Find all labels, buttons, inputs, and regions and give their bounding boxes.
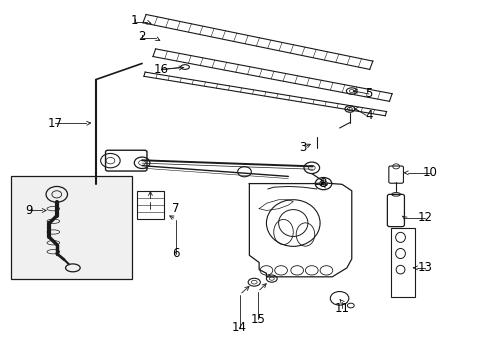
Text: 14: 14 [232, 321, 246, 334]
Bar [390, 228, 414, 297]
Text: 1: 1 [131, 14, 138, 27]
Text: 3: 3 [299, 141, 306, 154]
Text: 10: 10 [422, 166, 436, 179]
Text: 8: 8 [318, 177, 325, 190]
Text: 9: 9 [25, 204, 33, 217]
Text: 5: 5 [365, 87, 372, 100]
Text: 2: 2 [138, 30, 145, 43]
Text: 16: 16 [154, 63, 169, 76]
Text: 6: 6 [172, 247, 180, 260]
Bar [11, 176, 132, 279]
Text: 7: 7 [172, 202, 180, 215]
Bar [137, 191, 163, 220]
Text: 13: 13 [417, 261, 431, 274]
Text: 4: 4 [365, 109, 372, 122]
Text: 17: 17 [48, 117, 62, 130]
Text: 12: 12 [417, 211, 431, 224]
Text: 11: 11 [334, 302, 349, 315]
Text: 15: 15 [250, 312, 264, 326]
